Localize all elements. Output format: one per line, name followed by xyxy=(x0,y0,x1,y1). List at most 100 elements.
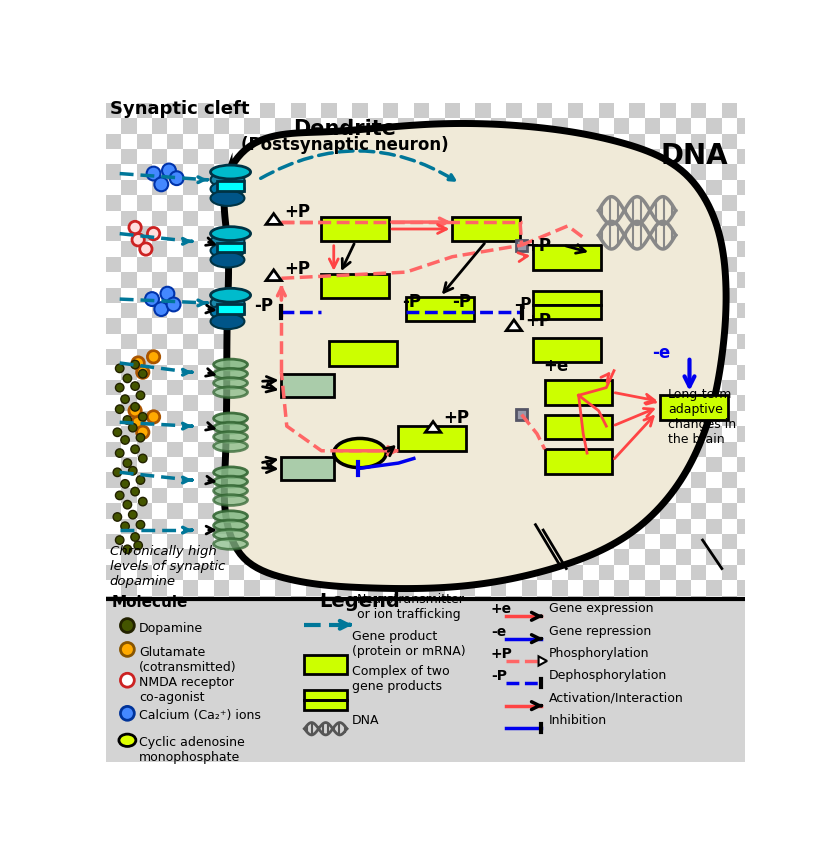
Bar xyxy=(137,118,152,134)
Bar xyxy=(645,303,660,318)
Bar xyxy=(321,627,337,642)
Ellipse shape xyxy=(211,295,244,311)
Bar xyxy=(414,565,429,580)
Ellipse shape xyxy=(213,360,247,370)
Bar xyxy=(414,303,429,318)
Bar xyxy=(198,642,213,657)
Bar xyxy=(722,611,737,627)
Bar xyxy=(260,426,276,442)
Bar xyxy=(290,272,306,288)
Bar xyxy=(213,426,229,442)
Bar xyxy=(660,118,676,134)
Bar xyxy=(106,303,121,318)
Bar xyxy=(321,734,337,750)
Bar xyxy=(614,750,629,765)
Bar xyxy=(121,442,137,457)
Bar xyxy=(414,395,429,411)
Bar xyxy=(691,580,706,596)
Bar xyxy=(660,627,676,642)
Bar xyxy=(645,257,660,272)
Bar xyxy=(553,534,568,550)
Bar xyxy=(583,719,598,734)
Bar xyxy=(568,272,583,288)
Bar xyxy=(383,473,398,488)
Bar xyxy=(183,395,198,411)
Bar xyxy=(583,627,598,642)
Bar xyxy=(414,580,429,596)
Text: +P: +P xyxy=(525,312,551,330)
Bar xyxy=(398,534,414,550)
Bar xyxy=(506,288,521,303)
Bar xyxy=(445,442,460,457)
Bar xyxy=(676,519,691,534)
Bar xyxy=(645,565,660,580)
Bar xyxy=(429,318,445,334)
Bar xyxy=(506,673,521,688)
Bar xyxy=(383,442,398,457)
Bar xyxy=(537,303,553,318)
Bar xyxy=(706,519,722,534)
Bar xyxy=(706,426,722,442)
Bar xyxy=(137,488,152,503)
Text: Dephosphorylation: Dephosphorylation xyxy=(549,669,666,682)
Bar xyxy=(183,134,198,149)
Bar xyxy=(321,611,337,627)
Bar xyxy=(553,226,568,241)
Bar xyxy=(568,380,583,395)
Bar xyxy=(276,241,290,257)
Bar xyxy=(445,550,460,565)
Bar xyxy=(137,134,152,149)
Bar xyxy=(533,337,601,362)
Bar xyxy=(614,272,629,288)
Bar xyxy=(660,211,676,226)
Bar xyxy=(276,611,290,627)
Bar xyxy=(660,395,728,420)
Bar xyxy=(244,103,260,118)
Bar xyxy=(368,734,383,750)
Bar xyxy=(691,118,706,134)
Bar xyxy=(368,272,383,288)
Bar xyxy=(368,411,383,426)
Bar xyxy=(445,426,460,442)
Bar xyxy=(476,211,491,226)
Bar xyxy=(183,750,198,765)
Bar xyxy=(414,750,429,765)
Bar xyxy=(414,180,429,195)
Bar xyxy=(368,211,383,226)
Bar xyxy=(198,565,213,580)
Bar xyxy=(398,734,414,750)
Bar xyxy=(491,611,506,627)
Bar xyxy=(137,596,152,611)
Ellipse shape xyxy=(213,467,247,478)
Bar xyxy=(414,411,429,426)
Bar xyxy=(198,426,213,442)
Bar xyxy=(352,395,368,411)
Bar xyxy=(676,380,691,395)
Bar xyxy=(306,257,321,272)
Bar xyxy=(568,211,583,226)
Bar xyxy=(121,473,137,488)
Circle shape xyxy=(113,428,122,437)
Bar xyxy=(398,550,414,565)
Bar xyxy=(106,349,121,365)
Bar xyxy=(506,611,521,627)
Bar xyxy=(722,226,737,241)
Bar xyxy=(260,673,276,688)
Bar xyxy=(368,164,383,180)
Bar xyxy=(629,596,645,611)
Bar xyxy=(706,750,722,765)
Bar xyxy=(183,380,198,395)
Bar xyxy=(260,534,276,550)
Bar xyxy=(568,349,583,365)
Bar xyxy=(706,334,722,349)
Bar xyxy=(306,519,321,534)
Bar xyxy=(183,488,198,503)
Bar xyxy=(506,149,521,164)
Bar xyxy=(521,134,537,149)
Circle shape xyxy=(131,382,139,390)
Bar xyxy=(506,118,521,134)
Bar xyxy=(398,426,466,451)
Bar xyxy=(352,627,368,642)
Bar xyxy=(260,580,276,596)
Bar xyxy=(290,195,306,211)
